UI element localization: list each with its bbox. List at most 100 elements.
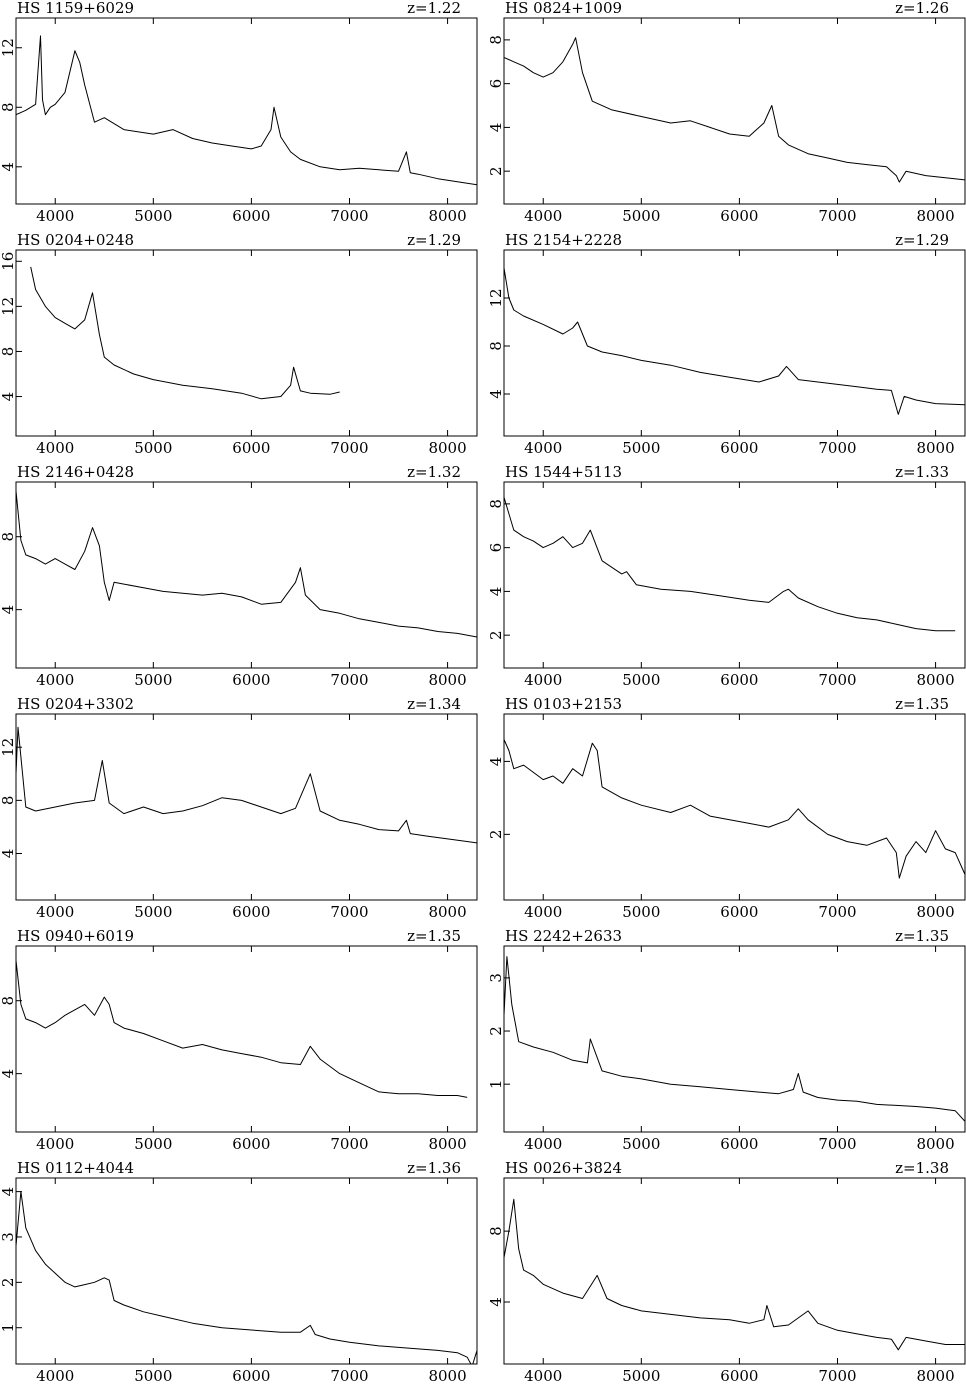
x-tick-label: 6000	[720, 1135, 758, 1153]
redshift-label: z=1.33	[895, 463, 949, 481]
x-tick-label: 8000	[916, 439, 954, 457]
panel-title: HS 0112+4044	[17, 1159, 134, 1177]
spectrum-panel: HS 0204+3302 z=1.34 4000 5000 6000 7000 8000 4 8…	[0, 695, 478, 921]
x-tick-label: 5000	[134, 439, 172, 457]
x-tick-label: 8000	[916, 903, 954, 921]
y-tick-label: 4	[487, 757, 505, 767]
x-tick-label: 6000	[720, 903, 758, 921]
x-tick-label: 7000	[818, 439, 856, 457]
x-tick-label: 7000	[818, 903, 856, 921]
x-tick-label: 6000	[232, 207, 270, 225]
spectrum-panel: HS 0824+1009 z=1.26 4000 5000 6000 7000 8000 2 4…	[487, 0, 966, 225]
spectrum-line	[504, 739, 965, 879]
y-tick-label: 4	[0, 1069, 17, 1079]
spectrum-panel: HS 0112+4044 z=1.36 4000 5000 6000 7000 8000 1 2…	[0, 1159, 478, 1385]
x-tick-label: 8000	[916, 207, 954, 225]
y-tick-label: 12	[487, 288, 505, 307]
plot-frame	[15, 713, 478, 901]
x-tick-label: 6000	[232, 903, 270, 921]
plot-frame	[15, 249, 478, 437]
redshift-label: z=1.26	[895, 0, 949, 17]
x-tick-label: 4000	[524, 1135, 562, 1153]
y-tick-label: 8	[487, 1226, 505, 1236]
y-tick-label: 4	[0, 849, 17, 859]
redshift-label: z=1.34	[407, 695, 461, 713]
plot-frame	[15, 945, 478, 1133]
x-tick-label: 6000	[232, 1135, 270, 1153]
x-tick-label: 4000	[524, 1367, 562, 1385]
y-tick-label: 8	[0, 532, 17, 542]
redshift-label: z=1.32	[407, 463, 461, 481]
x-tick-label: 7000	[330, 207, 368, 225]
spectrum-line	[16, 726, 477, 844]
x-tick-label: 4000	[36, 671, 74, 689]
x-tick-label: 6000	[720, 671, 758, 689]
y-tick-label: 4	[487, 1297, 505, 1307]
y-tick-label: 8	[487, 499, 505, 509]
panel-title: HS 1159+6029	[17, 0, 134, 17]
panel-title: HS 2242+2633	[505, 927, 622, 945]
spectrum-panel: HS 1544+5113 z=1.33 4000 5000 6000 7000 8000 2 4…	[487, 463, 966, 689]
spectrum-panel: HS 0026+3824 z=1.38 4000 5000 6000 7000 8000 4 8	[487, 1159, 966, 1385]
spectrum-line	[16, 35, 477, 186]
spectrum-line	[504, 497, 956, 632]
spectrum-line	[16, 960, 468, 1098]
x-tick-label: 7000	[818, 671, 856, 689]
x-tick-label: 7000	[818, 1367, 856, 1385]
x-tick-label: 6000	[232, 439, 270, 457]
y-tick-label: 4	[487, 587, 505, 597]
spectrum-line	[30, 266, 340, 400]
x-tick-label: 6000	[232, 671, 270, 689]
y-tick-label: 3	[0, 1232, 17, 1242]
panel-title: HS 0204+0248	[17, 231, 134, 249]
x-tick-label: 8000	[916, 1367, 954, 1385]
x-tick-label: 6000	[720, 439, 758, 457]
x-tick-label: 5000	[134, 1367, 172, 1385]
y-tick-label: 4	[0, 1187, 17, 1197]
spectrum-line	[504, 37, 965, 183]
y-tick-label: 3	[487, 973, 505, 983]
x-tick-label: 4000	[36, 1135, 74, 1153]
x-tick-label: 5000	[622, 1135, 660, 1153]
y-tick-label: 4	[0, 162, 17, 172]
spectrum-line	[16, 1191, 477, 1364]
x-tick-label: 6000	[720, 207, 758, 225]
panel-title: HS 0026+3824	[505, 1159, 622, 1177]
x-tick-label: 8000	[428, 439, 466, 457]
y-tick-label: 1	[487, 1079, 505, 1089]
panel-title: HS 0103+2153	[505, 695, 622, 713]
y-tick-label: 2	[487, 630, 505, 640]
panel-title: HS 0940+6019	[17, 927, 134, 945]
plot-frame	[503, 945, 966, 1133]
x-tick-label: 4000	[36, 1367, 74, 1385]
x-tick-label: 4000	[36, 207, 74, 225]
x-tick-label: 7000	[330, 1367, 368, 1385]
spectrum-line	[504, 1198, 965, 1351]
x-tick-label: 7000	[330, 1135, 368, 1153]
y-tick-label: 12	[0, 297, 17, 316]
spectrum-panel: HS 0204+0248 z=1.29 4000 5000 6000 7000 8000 4 8…	[0, 231, 478, 457]
panel-title: HS 2146+0428	[17, 463, 134, 481]
y-tick-label: 12	[0, 738, 17, 757]
x-tick-label: 5000	[134, 207, 172, 225]
x-tick-label: 7000	[818, 207, 856, 225]
y-tick-label: 8	[0, 796, 17, 806]
plot-frame	[503, 17, 966, 205]
x-tick-label: 4000	[36, 439, 74, 457]
x-tick-label: 8000	[428, 207, 466, 225]
spectrum-line	[504, 267, 965, 415]
plot-frame	[503, 249, 966, 437]
y-tick-label: 4	[487, 389, 505, 399]
y-tick-label: 6	[487, 543, 505, 553]
spectrum-line	[16, 491, 477, 638]
y-tick-label: 4	[487, 123, 505, 133]
x-tick-label: 5000	[134, 671, 172, 689]
plot-frame	[15, 1177, 478, 1365]
y-tick-label: 8	[487, 35, 505, 45]
x-tick-label: 8000	[428, 1367, 466, 1385]
x-tick-label: 5000	[622, 1367, 660, 1385]
x-tick-label: 8000	[428, 671, 466, 689]
x-tick-label: 4000	[36, 903, 74, 921]
redshift-label: z=1.29	[407, 231, 461, 249]
